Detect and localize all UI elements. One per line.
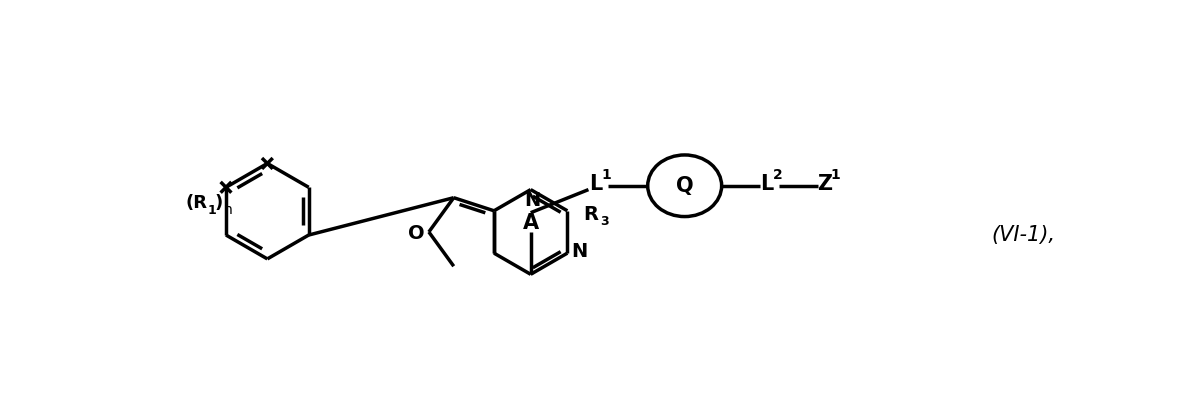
Text: (VI-1),: (VI-1),: [991, 225, 1056, 245]
Text: ): ): [214, 194, 223, 212]
Text: 1: 1: [602, 168, 611, 182]
Text: (R: (R: [185, 194, 208, 212]
Text: Q: Q: [676, 176, 693, 196]
Text: 2: 2: [774, 168, 783, 182]
Text: N: N: [525, 191, 540, 210]
Text: Z: Z: [817, 174, 832, 194]
Text: 1: 1: [831, 168, 841, 182]
Text: L: L: [760, 174, 774, 194]
Text: 3: 3: [600, 215, 609, 228]
Text: L: L: [588, 174, 602, 194]
Text: N: N: [571, 242, 588, 261]
Text: 1: 1: [208, 204, 217, 217]
Text: A: A: [522, 213, 539, 233]
Text: n: n: [224, 204, 232, 217]
Text: O: O: [408, 224, 425, 243]
Text: R: R: [583, 205, 598, 224]
